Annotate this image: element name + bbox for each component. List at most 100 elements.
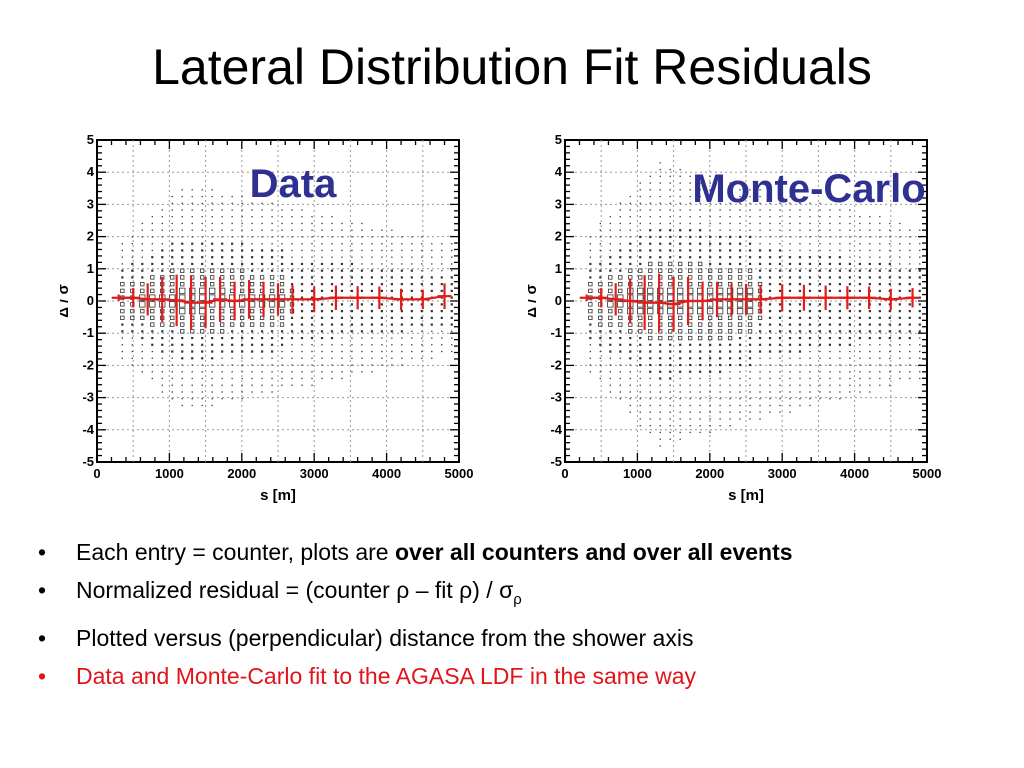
scatter-entry (738, 249, 742, 252)
scatter-entry (340, 283, 344, 286)
scatter-entry (351, 236, 353, 238)
scatter-entry (200, 322, 205, 327)
scatter-entry (629, 357, 632, 360)
scatter-entry (888, 330, 891, 333)
scatter-entry (381, 357, 383, 359)
bullet-text: Normalized residual = (counter ρ – fit ρ… (76, 577, 514, 603)
scatter-entry (619, 357, 621, 359)
scatter-entry (130, 315, 135, 320)
scatter-entry (699, 384, 701, 386)
scatter-entry (281, 216, 283, 218)
scatter-entry (431, 344, 433, 346)
scatter-entry (251, 256, 254, 259)
scatter-entry (648, 261, 653, 267)
scatter-entry (746, 301, 754, 308)
scatter-entry (440, 276, 443, 279)
scatter-entry (677, 307, 684, 315)
scatter-entry (759, 209, 761, 211)
scatter-entry (729, 418, 731, 420)
y-tick-label: 2 (555, 229, 562, 244)
scatter-entry (270, 350, 274, 353)
scatter-entry (699, 229, 702, 232)
scatter-entry (320, 336, 324, 340)
scatter-entry (889, 236, 891, 238)
scatter-entry (739, 371, 741, 373)
scatter-entry (350, 283, 354, 286)
scatter-entry (430, 276, 433, 279)
scatter-entry (769, 229, 771, 231)
scatter-entry (898, 276, 901, 279)
scatter-entry (320, 296, 324, 299)
scatter-entry (191, 202, 193, 204)
scatter-entry (849, 364, 851, 366)
scatter-entry (648, 315, 653, 320)
scatter-entry (879, 371, 881, 373)
scatter-entry (618, 275, 623, 280)
scatter-entry (221, 364, 223, 366)
scatter-entry (838, 276, 842, 279)
scatter-entry (589, 371, 591, 373)
scatter-entry (679, 411, 681, 413)
scatter-entry (908, 289, 911, 292)
scatter-entry (678, 282, 683, 287)
scatter-entry (679, 377, 681, 380)
scatter-entry (331, 243, 333, 245)
scatter-entry (300, 289, 304, 292)
scatter-entry (588, 282, 593, 287)
scatter-entry (768, 330, 772, 333)
scatter-entry (241, 195, 243, 198)
scatter-entry (211, 236, 213, 238)
scatter-entry (769, 377, 771, 380)
scatter-entry (788, 276, 792, 279)
scatter-entry (869, 377, 871, 380)
scatter-entry (210, 282, 215, 287)
scatter-entry (191, 236, 193, 238)
scatter-entry (209, 287, 216, 295)
scatter-entry (707, 275, 713, 280)
scatter-entry (619, 398, 621, 400)
scatter-entry (271, 357, 273, 359)
scatter-entry (789, 371, 791, 373)
scatter-entry (450, 310, 453, 313)
scatter-entry (370, 310, 374, 313)
scatter-entry (211, 229, 213, 231)
scatter-entry (311, 216, 313, 218)
scatter-entry (300, 262, 304, 266)
scatter-entry (736, 287, 744, 295)
scatter-entry (669, 411, 671, 413)
scatter-entry (649, 189, 651, 191)
scatter-entry (699, 209, 701, 211)
scatter-entry (678, 261, 683, 267)
scatter-entry (647, 307, 654, 315)
scatter-entry (878, 283, 881, 286)
scatter-entry (361, 350, 363, 353)
scatter-entry (341, 364, 343, 366)
scatter-entry (888, 283, 891, 286)
scatter-entry (179, 287, 186, 295)
scatter-entry (707, 315, 713, 320)
scatter-entry (727, 335, 733, 341)
scatter-entry (311, 229, 313, 231)
scatter-entry (140, 288, 145, 294)
scatter-entry (849, 256, 851, 258)
scatter-entry (430, 316, 433, 319)
scatter-entry (839, 236, 841, 238)
scatter-entry (241, 256, 244, 259)
scatter-entry (639, 229, 641, 231)
scatter-entry (909, 243, 911, 245)
scatter-entry (749, 404, 751, 407)
scatter-entry (839, 357, 841, 359)
scatter-entry (609, 350, 612, 353)
scatter-entry (828, 289, 832, 292)
scatter-entry (648, 322, 653, 327)
scatter-entry (599, 276, 602, 279)
x-axis-label: s [m] (728, 487, 764, 504)
scatter-entry (748, 343, 752, 346)
scatter-entry (331, 249, 333, 252)
scatter-entry (716, 307, 724, 315)
scatter-entry (210, 322, 215, 327)
scatter-entry (878, 310, 881, 313)
scatter-entry (849, 371, 851, 373)
scatter-entry (878, 330, 881, 333)
scatter-entry (789, 229, 791, 231)
